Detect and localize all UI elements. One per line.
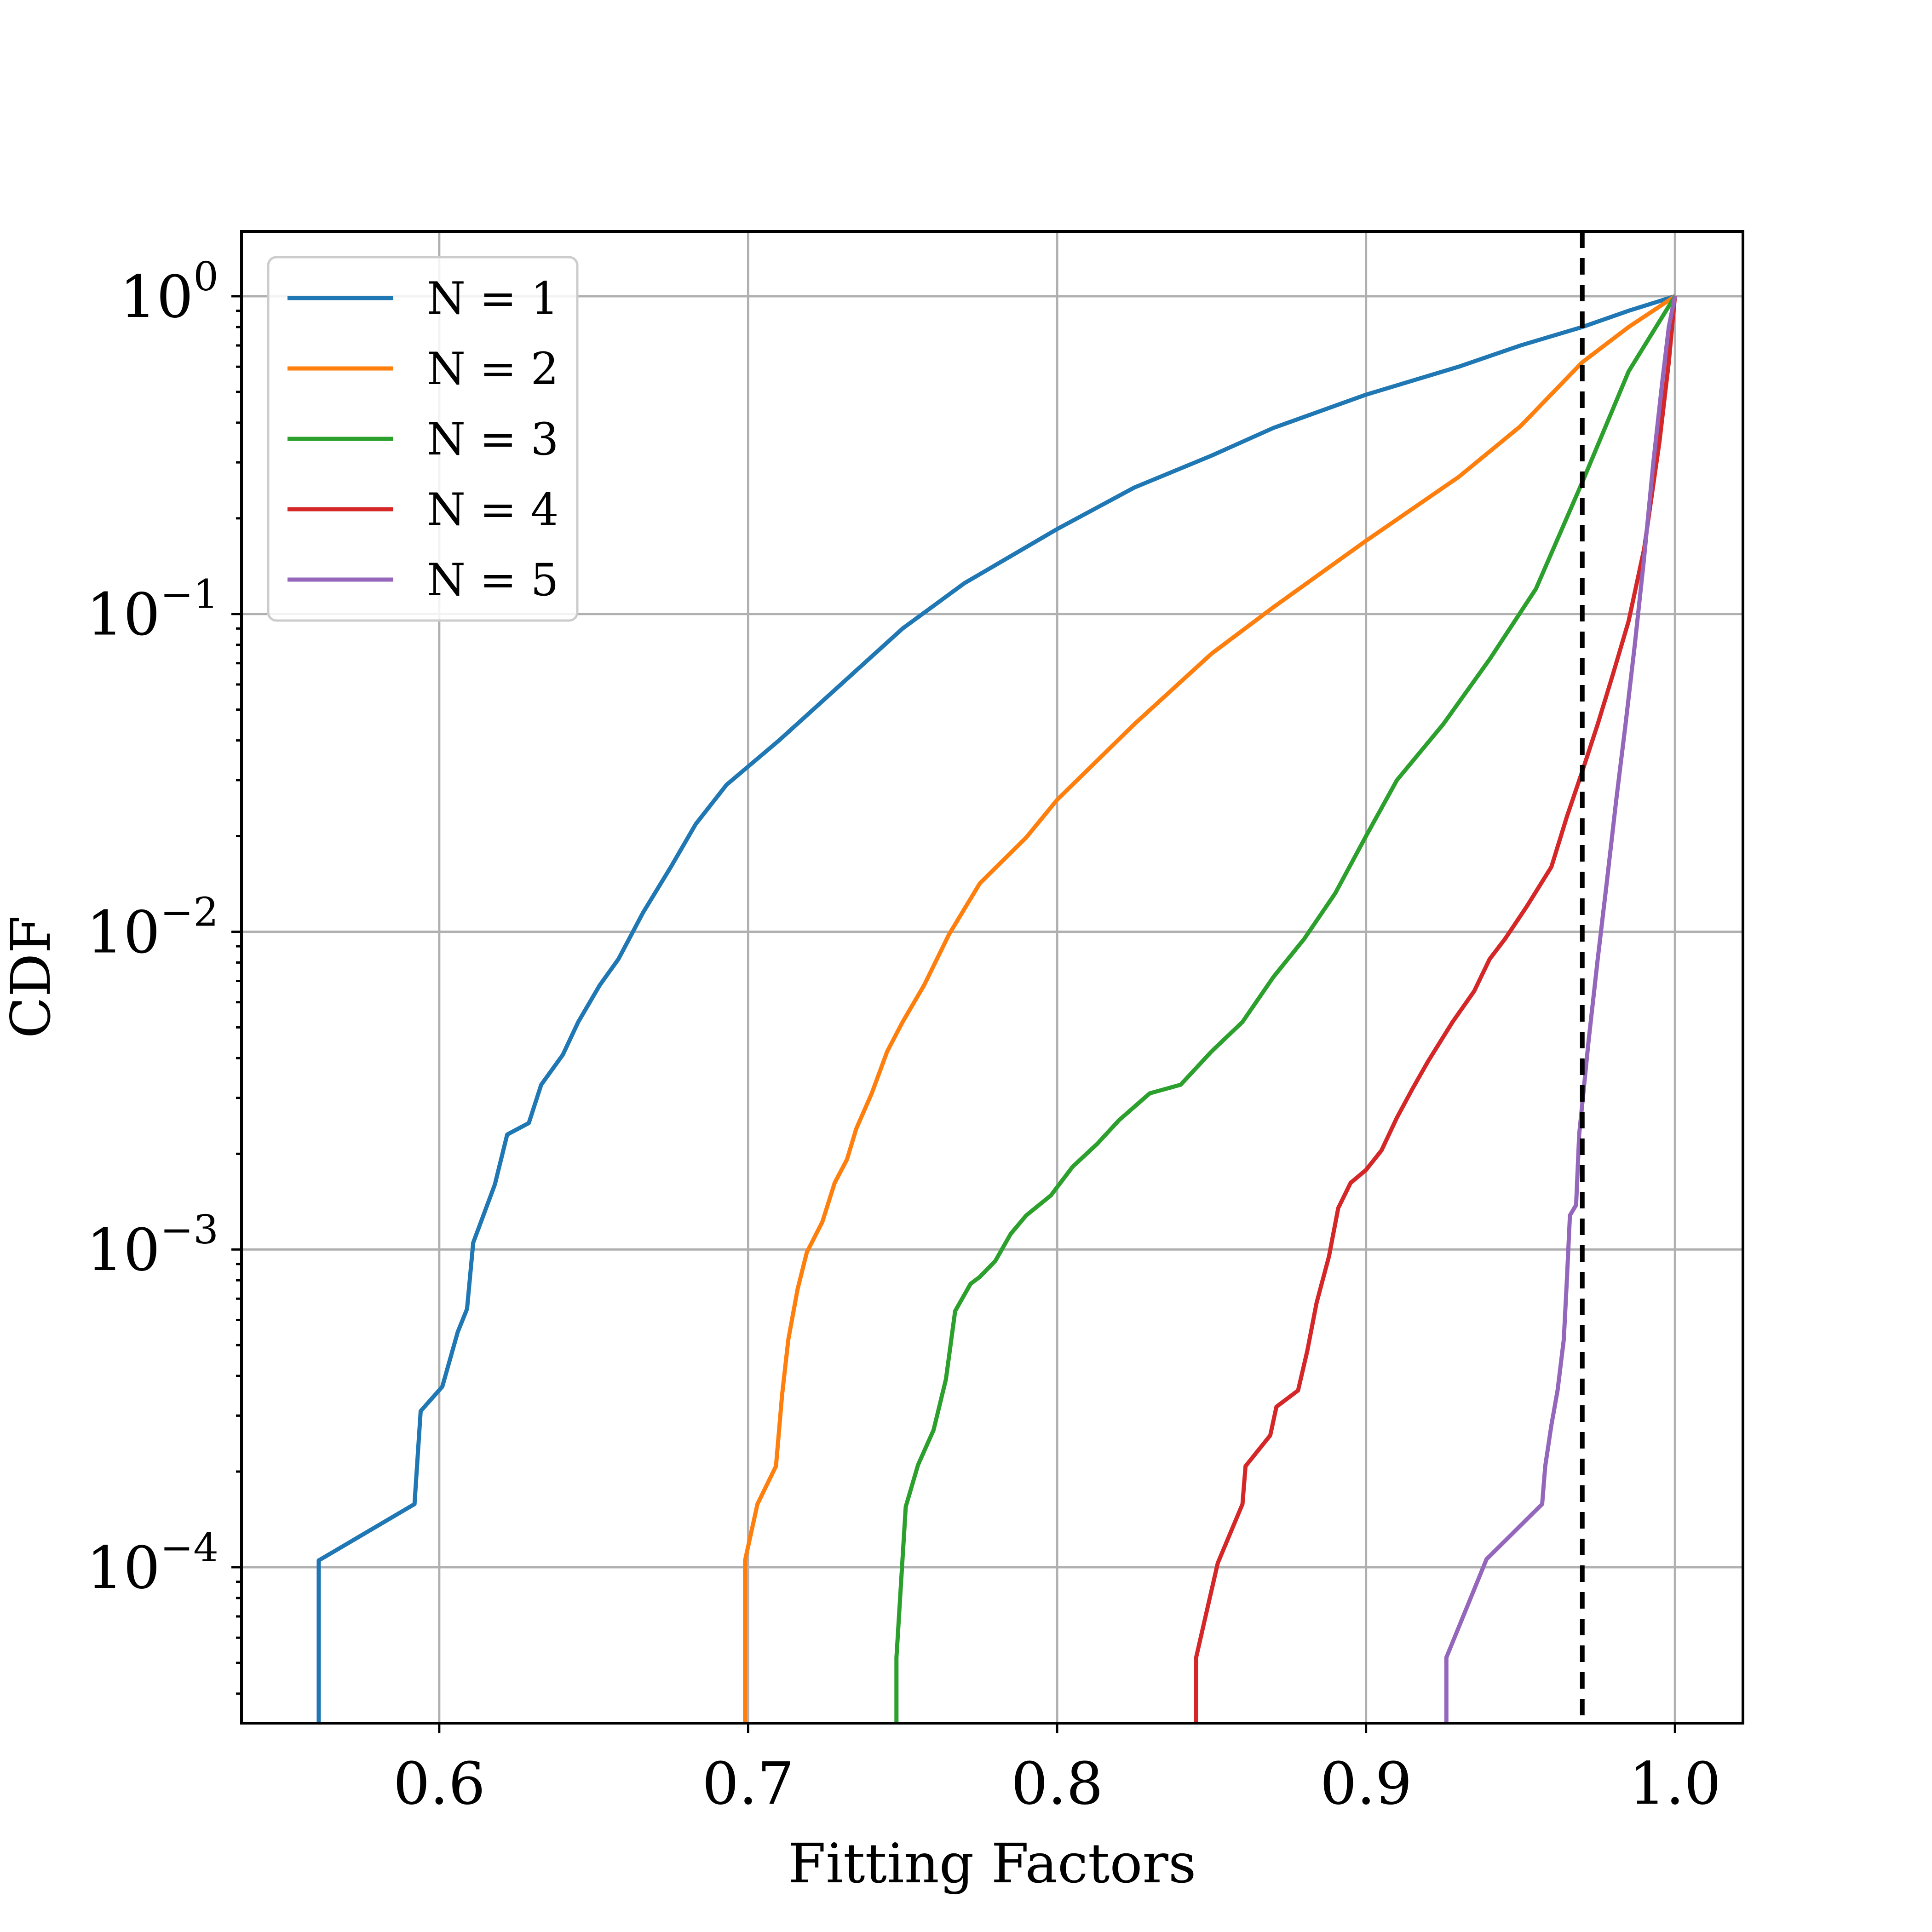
- series-line-n5: [1444, 296, 1677, 1723]
- series-line-n3: [894, 295, 1677, 1723]
- x-tick-label: 1.0: [1629, 1750, 1721, 1817]
- y-tick-exponent: −2: [160, 889, 218, 935]
- y-tick-base: 10: [86, 898, 160, 966]
- legend-label: N = 4: [427, 484, 559, 535]
- legend-box: [267, 256, 579, 622]
- y-tick-exponent: −1: [160, 572, 218, 618]
- legend-label: N = 1: [427, 273, 559, 324]
- y-tick-exponent: −4: [160, 1525, 218, 1571]
- series-lines: [316, 294, 1677, 1723]
- y-tick-base: 10: [120, 263, 193, 331]
- y-tick-base: 10: [86, 1216, 160, 1284]
- y-tick-label: 10−2: [86, 889, 218, 966]
- y-tick-label: 10−4: [86, 1525, 218, 1602]
- x-axis-label: Fitting Factors: [788, 1832, 1196, 1895]
- plot-frame: [240, 230, 1744, 1725]
- y-tick-label: 10−3: [86, 1207, 218, 1284]
- series-line-n4: [1194, 296, 1677, 1723]
- x-tick-label: 0.6: [393, 1750, 485, 1817]
- y-tick-label: 100: [120, 254, 218, 331]
- x-tick-label: 0.7: [702, 1750, 794, 1817]
- legend-label: N = 5: [427, 554, 559, 606]
- x-tick-label: 0.8: [1011, 1750, 1103, 1817]
- series-line-n2: [743, 294, 1676, 1723]
- y-tick-base: 10: [86, 581, 160, 649]
- y-tick-exponent: 0: [193, 254, 218, 300]
- y-tick-base: 10: [86, 1534, 160, 1602]
- legend: N = 1 N = 2 N = 3 N = 4 N = 5: [267, 256, 579, 622]
- legend-label: N = 3: [427, 414, 559, 465]
- series-line-n1: [316, 294, 1676, 1723]
- legend-label: N = 2: [427, 343, 559, 395]
- y-tick-exponent: −3: [160, 1207, 218, 1253]
- y-tick-label: 10−1: [86, 572, 218, 649]
- x-tick-label: 0.9: [1320, 1750, 1412, 1817]
- y-axis-label: CDF: [0, 916, 63, 1039]
